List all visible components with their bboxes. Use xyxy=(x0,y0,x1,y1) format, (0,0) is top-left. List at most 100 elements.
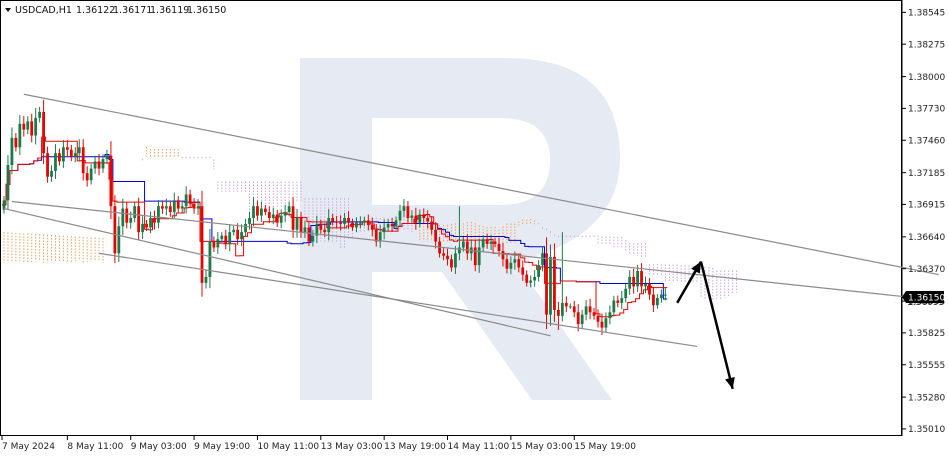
forecast-arrow xyxy=(676,260,703,304)
forecast-arrow-head xyxy=(691,261,701,274)
candle-body xyxy=(244,223,247,233)
candle-body xyxy=(465,241,469,254)
candle-body xyxy=(232,229,236,233)
candle-body xyxy=(311,235,315,242)
candle-body xyxy=(422,214,426,218)
candle xyxy=(616,295,620,308)
header-symbol[interactable]: USDCAD,H1 xyxy=(15,5,72,16)
candle xyxy=(580,309,584,329)
candle xyxy=(153,210,156,230)
candle xyxy=(454,246,457,274)
candle-body xyxy=(636,271,639,287)
candle-body xyxy=(351,222,354,228)
candle xyxy=(442,248,445,261)
candle-body xyxy=(228,232,232,244)
candle xyxy=(180,201,184,214)
candle xyxy=(402,199,406,218)
price-tick-label: 1.35010 xyxy=(908,425,945,435)
symbol-dropdown-icon[interactable] xyxy=(5,8,11,12)
candle xyxy=(176,196,180,213)
trend-channel xyxy=(3,93,939,348)
candle xyxy=(652,287,655,312)
candle xyxy=(477,238,481,273)
candle-body xyxy=(2,200,6,210)
candle-body xyxy=(370,225,374,230)
time-tick-label: 10 May 11:00 xyxy=(257,442,319,452)
candle xyxy=(501,242,505,267)
candle xyxy=(390,217,394,232)
candle xyxy=(145,219,148,231)
candle-body xyxy=(501,250,505,260)
candle xyxy=(212,236,216,253)
candle xyxy=(204,270,208,289)
candle-body xyxy=(14,137,18,148)
candle-body xyxy=(616,300,620,303)
candle-body xyxy=(640,271,643,287)
candle xyxy=(612,295,616,317)
candle xyxy=(34,107,38,145)
candle-body xyxy=(224,235,228,244)
time-tick-label: 9 May 19:00 xyxy=(194,442,250,452)
candle xyxy=(184,186,188,214)
price-tick-label: 1.37730 xyxy=(908,105,945,115)
candle xyxy=(659,289,663,303)
candle xyxy=(93,155,97,174)
candle-body xyxy=(600,321,604,328)
candle xyxy=(450,254,453,272)
candle-body xyxy=(485,239,489,244)
candle-body xyxy=(596,315,600,322)
candle xyxy=(458,206,461,261)
candle-body xyxy=(65,147,69,150)
candle-body xyxy=(196,206,200,209)
forecast-arrow-shaft xyxy=(699,261,734,390)
candle-body xyxy=(10,137,14,165)
tenkan-series xyxy=(2,136,668,318)
candle-body xyxy=(362,220,366,223)
candle xyxy=(283,204,287,223)
candle-body xyxy=(541,253,544,266)
candle-body xyxy=(608,312,612,319)
candle-body xyxy=(327,218,331,233)
candle-body xyxy=(168,206,172,213)
time-tick-label: 15 May 19:00 xyxy=(574,442,636,452)
candle-body xyxy=(137,206,141,233)
candle-body xyxy=(628,276,632,289)
candle xyxy=(137,197,141,240)
candle-body xyxy=(73,153,77,157)
candle xyxy=(529,275,533,288)
candle xyxy=(533,270,537,287)
candle-body xyxy=(176,200,180,209)
candle xyxy=(521,260,525,281)
candle-body xyxy=(121,208,125,227)
candle-body xyxy=(113,206,117,254)
candle-body xyxy=(252,206,255,218)
candle-body xyxy=(652,294,655,306)
candle-body xyxy=(513,259,517,263)
candle-body xyxy=(157,206,160,223)
candle xyxy=(85,166,89,187)
candle xyxy=(315,215,319,244)
candle-body xyxy=(359,222,362,224)
candle-body xyxy=(133,206,137,218)
forecast-arrow xyxy=(699,261,735,390)
candle xyxy=(62,140,65,168)
candle xyxy=(311,230,315,247)
candle xyxy=(509,256,513,275)
candle-body xyxy=(208,241,212,277)
candle-body xyxy=(69,149,73,157)
candle xyxy=(545,237,548,330)
ichimoku-cloud xyxy=(3,146,738,301)
candle xyxy=(628,270,632,295)
candle-body xyxy=(489,241,493,244)
candle xyxy=(564,296,568,313)
candle xyxy=(414,207,418,230)
candle xyxy=(576,304,580,332)
candle-body xyxy=(220,235,224,240)
candle xyxy=(485,233,489,249)
candle xyxy=(172,192,176,220)
current-price-tag: 1.36093 1.36150 xyxy=(902,291,945,308)
candle xyxy=(553,243,556,323)
candlesticks xyxy=(2,99,667,335)
candle xyxy=(18,115,22,156)
